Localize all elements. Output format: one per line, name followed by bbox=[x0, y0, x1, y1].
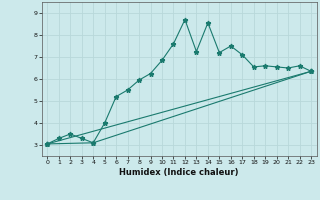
X-axis label: Humidex (Indice chaleur): Humidex (Indice chaleur) bbox=[119, 168, 239, 177]
